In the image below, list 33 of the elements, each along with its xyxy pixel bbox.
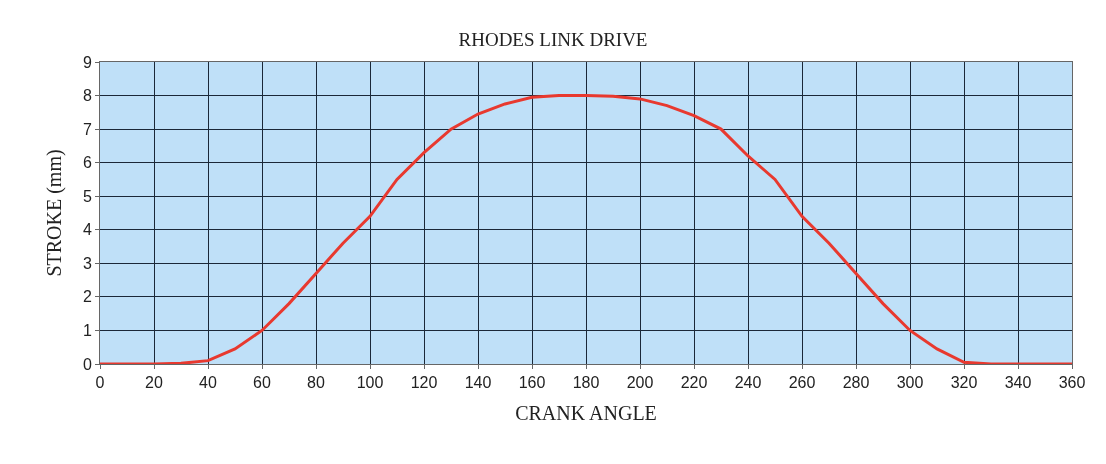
x-tick-label: 120 <box>410 374 438 392</box>
y-tick-label: 1 <box>82 322 92 340</box>
x-tick-label: 240 <box>734 374 762 392</box>
x-tick-label: 200 <box>626 374 654 392</box>
x-tick-label: 320 <box>950 374 978 392</box>
x-tick-label: 260 <box>788 374 816 392</box>
y-tick-label: 6 <box>82 154 92 172</box>
y-axis-title: STROKE (mm) <box>43 149 67 277</box>
x-tick-label: 360 <box>1058 374 1086 392</box>
line-series <box>100 94 1072 364</box>
y-tick-label: 5 <box>82 187 92 205</box>
x-tick-label: 100 <box>356 374 384 392</box>
y-tick-label: 4 <box>82 221 92 239</box>
x-tick-label: 220 <box>680 374 708 392</box>
y-tick-label: 2 <box>82 288 92 306</box>
x-tick-label: 20 <box>145 374 163 392</box>
y-tick-label: 0 <box>82 355 92 373</box>
x-tick-label: 180 <box>572 374 600 392</box>
y-tick-label: 7 <box>82 120 92 138</box>
x-tick-label: 340 <box>1004 374 1032 392</box>
x-tick-label: 160 <box>518 374 546 392</box>
x-tick-label: 40 <box>199 374 217 392</box>
x-tick-label: 280 <box>842 374 870 392</box>
x-tick-label: 140 <box>464 374 492 392</box>
y-tick-label: 8 <box>82 87 92 105</box>
x-tick-label: 60 <box>253 374 271 392</box>
x-tick-label: 0 <box>95 374 105 392</box>
x-axis-title: CRANK ANGLE <box>515 401 657 424</box>
x-tick-label: 80 <box>307 374 325 392</box>
y-tick-label: 9 <box>82 53 92 71</box>
chart-title: RHODES LINK DRIVE <box>458 28 648 50</box>
x-tick-label: 300 <box>896 374 924 392</box>
y-tick-label: 3 <box>82 254 92 272</box>
